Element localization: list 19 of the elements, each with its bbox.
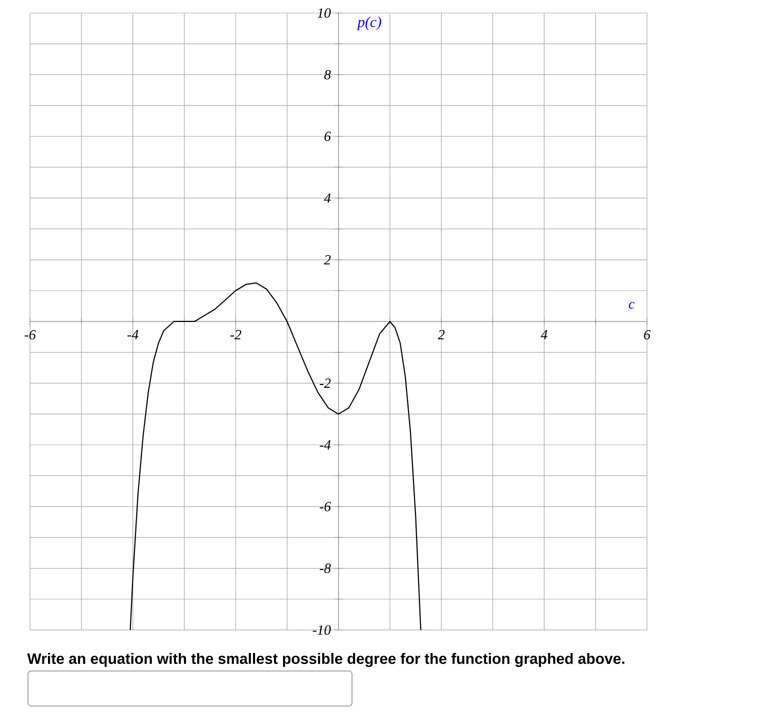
- x-tick-label: 6: [644, 330, 650, 340]
- y-tick-label: 8: [324, 70, 331, 80]
- x-tick-label: -4: [128, 330, 138, 340]
- y-tick-label: 2: [324, 255, 331, 264]
- text: Write an equation with the smallest possible degree for the function graphed above.: [27, 652, 624, 668]
- y-tick-label: -8: [320, 564, 331, 574]
- x-tick-label: 2: [438, 330, 445, 340]
- x-axis-title: c: [628, 302, 635, 309]
- y-tick-label: -4: [320, 440, 331, 450]
- y-tick-label: 4: [324, 193, 331, 203]
- y-tick-label: 10: [317, 8, 331, 18]
- y-tick-label: 6: [324, 132, 331, 142]
- x-tick-label: -6: [24, 330, 36, 340]
- x-tick-label: -2: [230, 330, 242, 340]
- y-tick-label: -6: [320, 502, 331, 512]
- y-axis-title: p(c): [356, 16, 382, 30]
- y-tick-label: -2: [320, 378, 331, 388]
- y-tick-label: -10: [312, 625, 331, 635]
- x-tick-label: 4: [540, 330, 548, 340]
